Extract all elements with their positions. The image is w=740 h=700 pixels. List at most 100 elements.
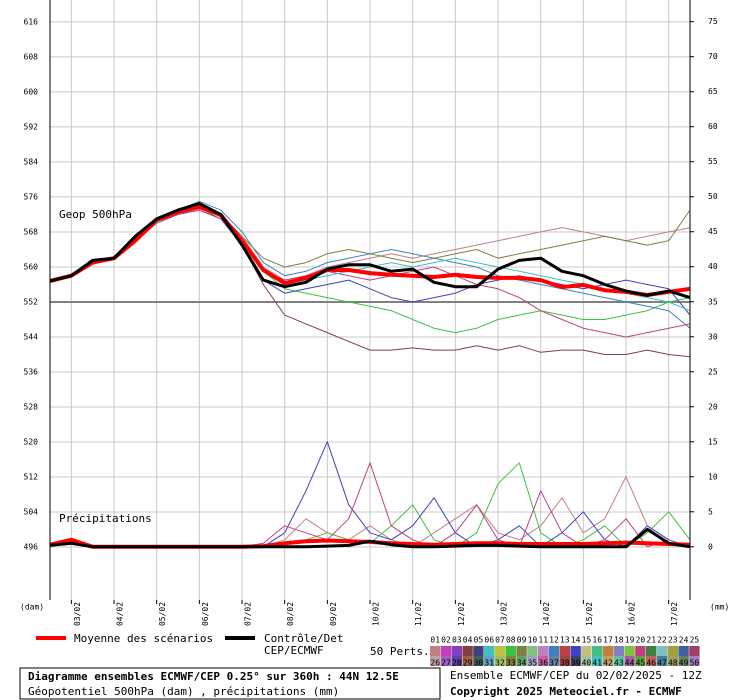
legend-label: 29 [463, 659, 473, 668]
y-tick-label: 496 [24, 543, 39, 552]
y2-tick-label: 35 [708, 297, 718, 306]
x-tick-label: 12/02 [457, 602, 466, 626]
y-tick-label: 528 [24, 403, 39, 412]
y2-tick-label: 25 [708, 367, 718, 376]
y-tick-label: 568 [24, 227, 39, 236]
series-line [49, 527, 691, 549]
legend-label: CEP/ECMWF [264, 644, 324, 657]
legend-label: 23 [668, 636, 678, 645]
y-tick-label: 504 [24, 508, 39, 517]
y-tick-label: 608 [24, 52, 39, 61]
y-tick-label: 600 [24, 87, 39, 96]
legend-label: 37 [549, 659, 559, 668]
legend-label: 45 [636, 659, 646, 668]
legend-swatch [538, 646, 549, 656]
legend-label: 47 [657, 659, 667, 668]
y2-tick-label: 30 [708, 332, 718, 341]
y2-tick-label: 20 [708, 402, 718, 411]
x-tick-label: 13/02 [500, 602, 509, 626]
y-tick-label: 544 [24, 332, 39, 341]
legend-label: 12 [549, 636, 559, 645]
legend-swatch [430, 656, 441, 666]
legend-swatch [667, 646, 678, 656]
y2-tick-label: 5 [708, 507, 713, 516]
legend-label: 27 [441, 659, 451, 668]
legend-label: 26 [430, 659, 440, 668]
footer-copyright: Copyright 2025 Meteociel.fr - ECMWF [450, 685, 682, 698]
legend-swatch [592, 656, 603, 666]
y2-tick-label: 60 [708, 122, 718, 131]
footer-run: Ensemble ECMWF/CEP du 02/02/2025 - 12Z [450, 669, 702, 682]
legend-label: 48 [668, 659, 678, 668]
legend-label: 16 [592, 636, 602, 645]
legend-swatch [635, 646, 646, 656]
legend-swatch [646, 646, 657, 656]
legend-swatch [667, 656, 678, 666]
x-tick-label: 07/02 [244, 602, 253, 626]
legend-swatch [678, 656, 689, 666]
legend-label: 04 [463, 636, 473, 645]
legend-swatch [440, 646, 452, 656]
legend-label: 31 [484, 659, 494, 668]
legend-label: 32 [495, 659, 505, 668]
footer-subtitle: Géopotentiel 500hPa (dam) , précipitatio… [28, 685, 339, 698]
y-tick-label: 536 [24, 367, 39, 376]
legend-label: 41 [592, 659, 602, 668]
legend-swatch [678, 646, 689, 656]
legend-swatch [602, 646, 614, 656]
legend-label: 05 [474, 636, 484, 645]
legend-swatch [602, 656, 614, 666]
y-tick-label: 616 [24, 17, 39, 26]
legend-swatch [581, 656, 592, 666]
y2-tick-label: 45 [708, 227, 718, 236]
legend-swatch [689, 656, 700, 666]
y-tick-label: 584 [24, 157, 39, 166]
legend-label: 39 [571, 659, 581, 668]
legend-swatch [548, 646, 560, 656]
legend-label: 42 [603, 659, 613, 668]
x-tick-label: 14/02 [542, 602, 551, 626]
legend-label: 49 [679, 659, 689, 668]
y2-tick-label: 75 [708, 17, 718, 26]
legend-label: 40 [582, 659, 592, 668]
y2-tick-label: 50 [708, 192, 718, 201]
legend-swatch [689, 646, 700, 656]
legend-swatch [581, 646, 592, 656]
legend-label: 20 [636, 636, 646, 645]
y-tick-label: 520 [24, 438, 39, 447]
legend-swatch [624, 656, 635, 666]
legend-label: 07 [495, 636, 505, 645]
legend-label: 34 [517, 659, 527, 668]
legend-swatch [527, 646, 538, 656]
legend-label: 21 [646, 636, 656, 645]
y2-tick-label: 70 [708, 52, 718, 61]
y-tick-label: 576 [24, 192, 39, 201]
legend-label: 03 [452, 636, 462, 645]
x-tick-label: 17/02 [670, 602, 679, 626]
series-line [49, 202, 691, 300]
legend-swatch [505, 646, 516, 656]
legend-swatch [538, 656, 549, 666]
legend-label: Contrôle/Det [264, 632, 343, 645]
legend-label: 14 [571, 636, 581, 645]
legend-swatch [430, 646, 441, 656]
y-tick-label: 592 [24, 122, 39, 131]
legend-label: 06 [484, 636, 494, 645]
legend-swatch [494, 646, 506, 656]
footer-title: Diagramme ensembles ECMWF/CEP 0.25° sur … [28, 670, 399, 683]
legend-label: 36 [538, 659, 548, 668]
legend-swatch [516, 646, 527, 656]
legend-swatch [559, 656, 570, 666]
x-tick-label: 03/02 [73, 602, 82, 626]
members-label: 50 Perts. [370, 645, 430, 658]
legend-swatch [516, 656, 527, 666]
legend-swatch [473, 656, 484, 666]
footer-box [19, 667, 441, 700]
legend-swatch [656, 646, 668, 656]
legend-swatch [656, 656, 668, 666]
legend-label: 35 [528, 659, 538, 668]
legend-swatch [548, 656, 560, 666]
legend-label: 28 [452, 659, 462, 668]
legend-label: 01 [430, 636, 440, 645]
legend-label: 44 [625, 659, 635, 668]
